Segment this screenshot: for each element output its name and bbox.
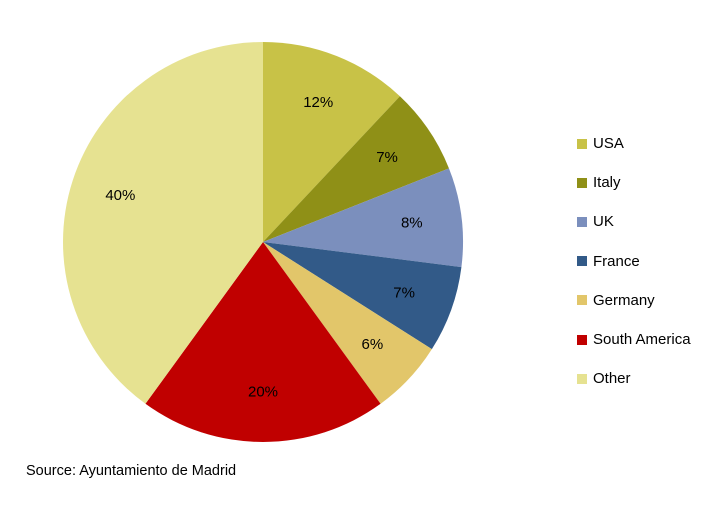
legend-item-uk: UK	[577, 202, 717, 241]
pie-slice-italy	[263, 96, 449, 243]
legend-item-germany: Germany	[577, 281, 717, 320]
data-label-usa: 12%	[303, 94, 333, 111]
legend-swatch-italy	[577, 177, 587, 188]
legend-swatch-south-america	[577, 334, 587, 345]
pie-slice-france	[263, 242, 462, 350]
legend-swatch-uk	[577, 216, 587, 227]
data-label-uk: 8%	[401, 215, 423, 232]
pie-slices	[63, 42, 463, 443]
pie-slice-usa	[263, 42, 400, 242]
legend-item-south-america: South America	[577, 320, 717, 359]
legend-label-italy: Italy	[593, 174, 621, 192]
legend-label-germany: Germany	[593, 291, 655, 309]
legend-swatch-germany	[577, 295, 587, 306]
legend-item-italy: Italy	[577, 163, 717, 202]
legend-label-uk: UK	[593, 213, 614, 231]
legend-swatch-france	[577, 256, 587, 267]
pie-slice-germany	[263, 242, 432, 404]
legend-label-usa: USA	[593, 135, 624, 153]
legend-item-other: Other	[577, 359, 717, 398]
legend-item-france: France	[577, 242, 717, 281]
legend-swatch-other	[577, 373, 587, 384]
data-label-south-america: 20%	[248, 384, 278, 401]
pie-slice-other	[63, 42, 263, 404]
data-label-other: 40%	[105, 187, 135, 204]
data-label-germany: 6%	[362, 336, 384, 353]
legend: USA Italy UK France Germany South America Othe…	[577, 124, 717, 398]
source-note: Source: Ayuntamiento de Madrid	[26, 463, 237, 479]
pie-slice-uk	[263, 168, 463, 268]
legend-swatch-usa	[577, 138, 587, 149]
data-label-italy: 7%	[376, 149, 398, 166]
legend-label-other: Other	[593, 370, 631, 388]
legend-label-france: France	[593, 252, 640, 270]
legend-label-south-america: South America	[593, 331, 691, 349]
pie-data-labels: 12% 7% 8% 7% 6% 20% 40%	[105, 94, 422, 400]
pie-slice-south-america	[145, 242, 381, 443]
data-label-france: 7%	[393, 284, 415, 301]
legend-item-usa: USA	[577, 124, 717, 163]
